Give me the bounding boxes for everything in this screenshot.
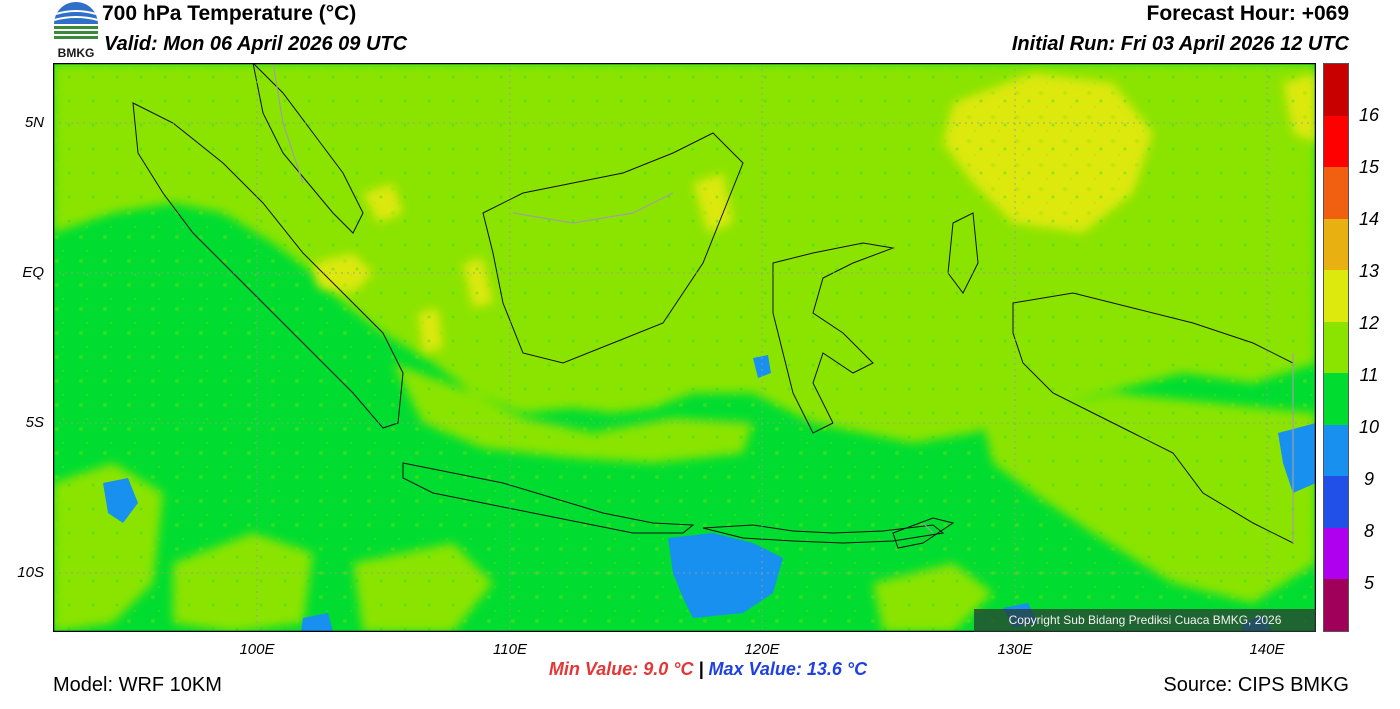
source-label: Source: CIPS BMKG [1163, 674, 1349, 696]
colorbar-segment [1324, 167, 1348, 219]
colorbar-segment [1324, 64, 1348, 116]
lat-label-5s: 5S [25, 414, 44, 431]
lon-label-120e: 120E [744, 641, 780, 658]
lon-label-110e: 110E [493, 641, 527, 658]
bmkg-logo: BMKG [52, 2, 100, 60]
initial-run: Initial Run: Fri 03 April 2026 12 UTC [1011, 33, 1349, 55]
stats-separator: | [698, 659, 704, 679]
min-value: Min Value: 9.0 °C [548, 659, 694, 679]
lon-label-100e: 100E [239, 641, 275, 658]
colorbar-segment [1324, 579, 1348, 631]
colorbar-segment [1324, 373, 1348, 425]
colorbar-label: 14 [1358, 209, 1380, 229]
colorbar-label: 10 [1358, 417, 1380, 437]
lat-label-10s: 10S [17, 564, 44, 581]
color-bar [1323, 63, 1349, 632]
colorbar-label: 12 [1358, 313, 1380, 333]
model-label: Model: WRF 10KM [53, 674, 222, 696]
forecast-hour: Forecast Hour: +069 [1146, 2, 1350, 25]
max-value: Max Value: 13.6 °C [708, 659, 868, 679]
lon-label-130e: 130E [997, 641, 1033, 658]
temperature-field [52, 61, 1317, 633]
temperature-map [52, 61, 1317, 633]
colorbar-label: 11 [1359, 365, 1379, 385]
valid-time: Valid: Mon 06 April 2026 09 UTC [104, 33, 408, 55]
colorbar-label: 15 [1358, 157, 1380, 177]
colorbar-label: 8 [1363, 521, 1374, 541]
colorbar-segment [1324, 321, 1348, 374]
lat-label-5n: 5N [24, 114, 44, 131]
colorbar-segment [1324, 527, 1348, 580]
map-title: 700 hPa Temperature (°C) [102, 2, 357, 25]
copyright-notice: Copyright Sub Bidang Prediksi Cuaca BMKG… [974, 609, 1316, 632]
colorbar-segment [1324, 218, 1348, 271]
colorbar-segment [1324, 476, 1348, 528]
colorbar-label: 16 [1358, 105, 1380, 125]
colorbar-segment [1324, 424, 1348, 477]
colorbar-label: 13 [1358, 261, 1380, 281]
min-max-values: Min Value: 9.0 °C | Max Value: 13.6 °C [0, 659, 1400, 680]
lat-label-eq: EQ [22, 264, 44, 281]
colorbar-segment [1324, 115, 1348, 168]
colorbar-label: 5 [1363, 573, 1374, 593]
lon-label-140e: 140E [1249, 641, 1285, 658]
logo-text: BMKG [58, 46, 95, 60]
colorbar-label: 9 [1363, 469, 1374, 489]
colorbar-segment [1324, 270, 1348, 322]
